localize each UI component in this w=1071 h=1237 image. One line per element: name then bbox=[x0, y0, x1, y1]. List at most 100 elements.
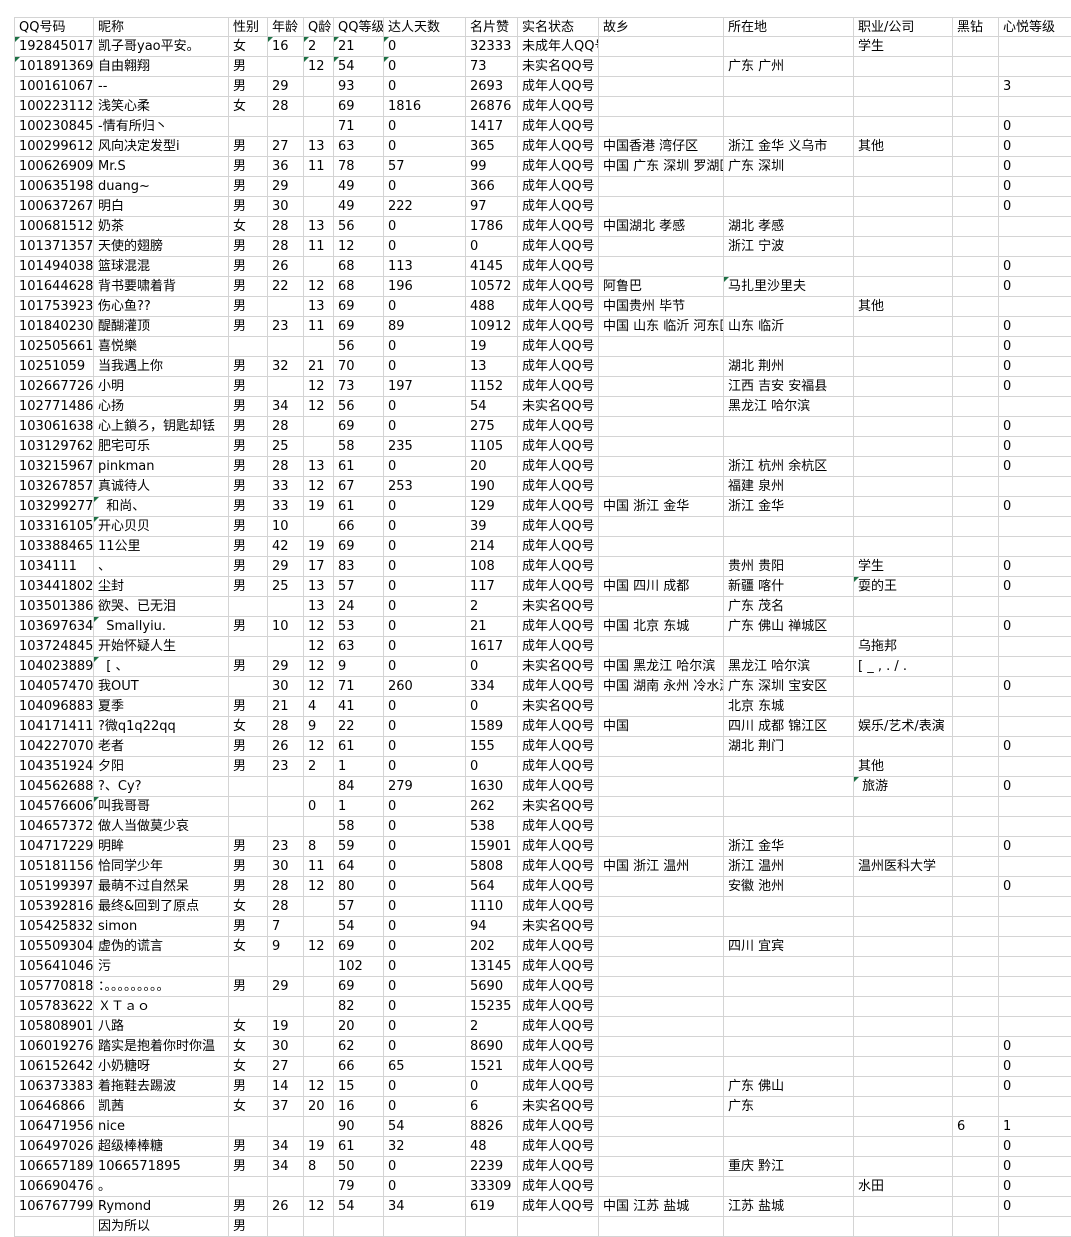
cell-qq[interactable]: 1018913692 bbox=[14, 57, 94, 77]
cell-age[interactable]: 28 bbox=[268, 417, 304, 437]
cell-status[interactable]: 成年人QQ号 bbox=[518, 277, 599, 297]
cell-status[interactable]: 成年人QQ号 bbox=[518, 617, 599, 637]
cell-diamond[interactable] bbox=[953, 457, 999, 477]
cell-qage[interactable] bbox=[304, 1037, 334, 1057]
cell-status[interactable]: 成年人QQ号 bbox=[518, 1137, 599, 1157]
cell-qq[interactable]: 1014940385 bbox=[14, 257, 94, 277]
cell-level[interactable]: 1 bbox=[334, 797, 384, 817]
cell-days[interactable]: 32 bbox=[384, 1137, 466, 1157]
cell-nickname[interactable]: 我OUT bbox=[94, 677, 229, 697]
cell-days[interactable]: 0 bbox=[384, 817, 466, 837]
cell-job[interactable] bbox=[854, 1197, 953, 1217]
column-header-level[interactable]: QQ等级 bbox=[334, 17, 384, 37]
cell-qage[interactable] bbox=[304, 1177, 334, 1197]
cell-xinyue[interactable]: 0 bbox=[999, 457, 1071, 477]
cell-likes[interactable]: 2 bbox=[466, 1017, 518, 1037]
cell-gender[interactable] bbox=[229, 677, 268, 697]
cell-diamond[interactable] bbox=[953, 137, 999, 157]
cell-nickname[interactable]: 虚伪的谎言 bbox=[94, 937, 229, 957]
cell-job[interactable]: 温州医科大学 bbox=[854, 857, 953, 877]
cell-likes[interactable]: 2693 bbox=[466, 77, 518, 97]
cell-likes[interactable]: 13 bbox=[466, 357, 518, 377]
cell-likes[interactable]: 365 bbox=[466, 137, 518, 157]
cell-age[interactable]: 19 bbox=[268, 1017, 304, 1037]
cell-gender[interactable]: 男 bbox=[229, 757, 268, 777]
cell-qq[interactable]: 1018402302 bbox=[14, 317, 94, 337]
cell-job[interactable] bbox=[854, 917, 953, 937]
cell-location[interactable] bbox=[724, 537, 854, 557]
cell-days[interactable]: 0 bbox=[384, 57, 466, 77]
cell-status[interactable]: 未实名QQ号 bbox=[518, 597, 599, 617]
cell-likes[interactable]: 13145 bbox=[466, 957, 518, 977]
cell-age[interactable]: 36 bbox=[268, 157, 304, 177]
cell-hometown[interactable] bbox=[599, 537, 724, 557]
cell-days[interactable]: 0 bbox=[384, 1077, 466, 1097]
cell-diamond[interactable]: 6 bbox=[953, 1117, 999, 1137]
cell-qq[interactable]: 1057836229 bbox=[14, 997, 94, 1017]
cell-diamond[interactable] bbox=[953, 237, 999, 257]
cell-hometown[interactable] bbox=[599, 257, 724, 277]
cell-age[interactable]: 34 bbox=[268, 397, 304, 417]
cell-days[interactable]: 0 bbox=[384, 417, 466, 437]
cell-age[interactable] bbox=[268, 57, 304, 77]
cell-gender[interactable] bbox=[229, 997, 268, 1017]
cell-qage[interactable]: 12 bbox=[304, 1077, 334, 1097]
cell-hometown[interactable] bbox=[599, 597, 724, 617]
cell-likes[interactable]: 21 bbox=[466, 617, 518, 637]
cell-age[interactable]: 33 bbox=[268, 477, 304, 497]
cell-qq[interactable]: 1047172297 bbox=[14, 837, 94, 857]
cell-qage[interactable] bbox=[304, 517, 334, 537]
cell-gender[interactable]: 男 bbox=[229, 277, 268, 297]
cell-qq[interactable]: 1060192767 bbox=[14, 1037, 94, 1057]
cell-diamond[interactable] bbox=[953, 797, 999, 817]
cell-gender[interactable]: 男 bbox=[229, 377, 268, 397]
cell-gender[interactable]: 男 bbox=[229, 1077, 268, 1097]
cell-age[interactable]: 27 bbox=[268, 1057, 304, 1077]
cell-status[interactable]: 成年人QQ号 bbox=[518, 837, 599, 857]
cell-days[interactable]: 0 bbox=[384, 397, 466, 417]
cell-job[interactable] bbox=[854, 677, 953, 697]
cell-gender[interactable]: 男 bbox=[229, 77, 268, 97]
cell-job[interactable] bbox=[854, 817, 953, 837]
cell-gender[interactable] bbox=[229, 117, 268, 137]
cell-nickname[interactable]: 老者 bbox=[94, 737, 229, 757]
cell-days[interactable]: 0 bbox=[384, 697, 466, 717]
cell-likes[interactable]: 1617 bbox=[466, 637, 518, 657]
cell-location[interactable]: 四川 成都 锦江区 bbox=[724, 717, 854, 737]
cell-qage[interactable]: 12 bbox=[304, 397, 334, 417]
cell-age[interactable]: 10 bbox=[268, 517, 304, 537]
cell-xinyue[interactable] bbox=[999, 857, 1071, 877]
cell-qage[interactable]: 8 bbox=[304, 837, 334, 857]
cell-nickname[interactable]: 夕阳 bbox=[94, 757, 229, 777]
cell-hometown[interactable] bbox=[599, 197, 724, 217]
cell-days[interactable]: 0 bbox=[384, 1037, 466, 1057]
cell-diamond[interactable] bbox=[953, 1057, 999, 1077]
cell-location[interactable]: 浙江 金华 bbox=[724, 497, 854, 517]
cell-xinyue[interactable]: 0 bbox=[999, 557, 1071, 577]
cell-days[interactable]: 0 bbox=[384, 1017, 466, 1037]
cell-location[interactable] bbox=[724, 1217, 854, 1237]
cell-level[interactable]: 66 bbox=[334, 1057, 384, 1077]
cell-gender[interactable]: 男 bbox=[229, 1197, 268, 1217]
cell-likes[interactable]: 39 bbox=[466, 517, 518, 537]
cell-likes[interactable]: 2239 bbox=[466, 1157, 518, 1177]
cell-job[interactable] bbox=[854, 1217, 953, 1237]
cell-qage[interactable]: 12 bbox=[304, 277, 334, 297]
cell-days[interactable]: 0 bbox=[384, 617, 466, 637]
cell-nickname[interactable]: ?、Cy? bbox=[94, 777, 229, 797]
cell-xinyue[interactable]: 0 bbox=[999, 777, 1071, 797]
cell-level[interactable]: 69 bbox=[334, 417, 384, 437]
cell-diamond[interactable] bbox=[953, 677, 999, 697]
cell-days[interactable]: 0 bbox=[384, 837, 466, 857]
cell-days[interactable]: 0 bbox=[384, 597, 466, 617]
cell-level[interactable]: 66 bbox=[334, 517, 384, 537]
cell-job[interactable] bbox=[854, 617, 953, 637]
cell-status[interactable]: 成年人QQ号 bbox=[518, 737, 599, 757]
cell-likes[interactable]: 190 bbox=[466, 477, 518, 497]
cell-nickname[interactable]: 八路 bbox=[94, 1017, 229, 1037]
cell-xinyue[interactable] bbox=[999, 1017, 1071, 1037]
column-header-qq[interactable]: QQ号码 bbox=[14, 17, 94, 37]
cell-location[interactable] bbox=[724, 757, 854, 777]
cell-qq[interactable]: 1034418021 bbox=[14, 577, 94, 597]
cell-job[interactable] bbox=[854, 1137, 953, 1157]
